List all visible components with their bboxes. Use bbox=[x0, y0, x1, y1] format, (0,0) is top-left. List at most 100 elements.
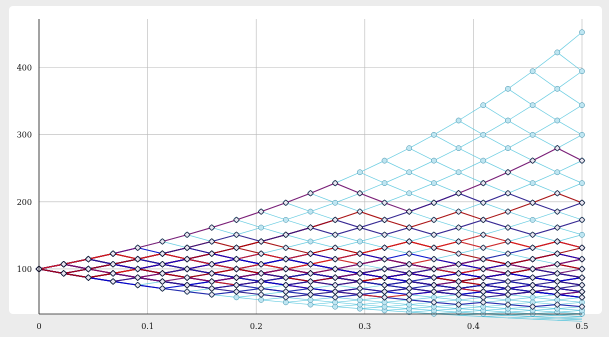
path-node bbox=[529, 231, 536, 239]
path-node bbox=[183, 244, 191, 252]
path-node bbox=[257, 270, 265, 277]
lattice-edge bbox=[335, 299, 360, 303]
lattice-edge bbox=[433, 134, 459, 149]
path-node bbox=[578, 274, 586, 281]
path-node bbox=[307, 285, 314, 292]
path-node bbox=[257, 278, 265, 285]
lattice-edge bbox=[532, 311, 558, 315]
path-node bbox=[578, 294, 586, 301]
path-node bbox=[504, 224, 512, 231]
lattice-edge bbox=[458, 120, 484, 136]
path-node bbox=[405, 278, 413, 285]
path-node bbox=[554, 301, 561, 308]
lattice-node bbox=[529, 102, 536, 109]
lattice-edge bbox=[285, 297, 311, 301]
lattice-edge bbox=[409, 301, 434, 305]
lattice-edge bbox=[458, 160, 484, 173]
axis-layer bbox=[38, 19, 582, 315]
lattice-edge bbox=[557, 171, 583, 184]
lattice-edge bbox=[335, 284, 360, 289]
lattice-node bbox=[579, 102, 585, 109]
path-node bbox=[480, 244, 487, 252]
lattice-node bbox=[505, 145, 511, 152]
lattice-edge bbox=[433, 299, 459, 303]
path-node bbox=[381, 199, 388, 207]
path-node bbox=[504, 250, 512, 257]
path-node bbox=[233, 288, 240, 295]
lattice-edge bbox=[458, 311, 484, 315]
path-node bbox=[578, 265, 586, 273]
path-node bbox=[356, 250, 364, 257]
lattice-edge bbox=[557, 70, 583, 90]
lattice-edge bbox=[557, 314, 583, 317]
lattice-edge bbox=[384, 308, 410, 311]
lattice-edge bbox=[285, 241, 311, 249]
x-tick-label: 0.2 bbox=[250, 322, 263, 331]
lattice-node bbox=[233, 294, 240, 301]
lattice-edge bbox=[458, 308, 484, 311]
path-node bbox=[430, 288, 438, 295]
lattice-edge bbox=[458, 306, 484, 309]
path-node bbox=[159, 238, 166, 245]
x-tick-labels: 0 0.1 0.2 0.3 0.4 0.5 bbox=[36, 322, 588, 331]
lattice-node bbox=[307, 208, 314, 215]
lattice-edge bbox=[483, 160, 509, 173]
lattice-edge bbox=[335, 301, 360, 305]
lattice-edge bbox=[532, 70, 558, 90]
lattice-edge bbox=[359, 297, 385, 301]
path-node bbox=[183, 288, 191, 295]
lattice-node bbox=[480, 131, 487, 138]
lattice-edge bbox=[409, 182, 435, 194]
path-node bbox=[480, 231, 487, 239]
path-node bbox=[208, 278, 216, 285]
path-node bbox=[381, 274, 388, 281]
lattice-edge bbox=[507, 294, 533, 298]
lattice-edge bbox=[557, 120, 583, 136]
lattice-node bbox=[529, 68, 536, 75]
path-node bbox=[134, 265, 141, 273]
lattice-edge bbox=[483, 311, 508, 315]
path-node bbox=[208, 238, 216, 245]
lattice-edge bbox=[532, 104, 558, 121]
lattice-edge bbox=[557, 104, 583, 121]
path-node bbox=[480, 255, 487, 263]
lattice-edge bbox=[433, 310, 459, 313]
path-node bbox=[307, 250, 314, 257]
x-tick-label: 0 bbox=[36, 322, 41, 331]
lattice-edge bbox=[458, 171, 484, 184]
path-node bbox=[480, 274, 487, 281]
lattice-edge bbox=[335, 241, 360, 249]
lattice-edge bbox=[384, 147, 410, 161]
lattice-edge bbox=[532, 301, 558, 305]
lattice-node bbox=[579, 180, 585, 186]
path-node bbox=[430, 244, 438, 252]
lattice-edge bbox=[359, 202, 385, 212]
y-tick-label: 400 bbox=[17, 63, 32, 72]
path-node bbox=[233, 216, 240, 224]
path-node bbox=[554, 144, 561, 152]
lattice-edge bbox=[409, 308, 434, 311]
path-node bbox=[430, 199, 438, 207]
path-node bbox=[109, 270, 117, 277]
lattice-edge bbox=[483, 310, 508, 313]
lattice-edge bbox=[507, 182, 533, 194]
lattice-edge bbox=[507, 234, 533, 242]
lattice-node bbox=[455, 117, 462, 124]
lattice-edge bbox=[507, 314, 533, 317]
path-node bbox=[257, 250, 265, 257]
lattice-edge bbox=[433, 202, 459, 212]
path-node bbox=[356, 208, 364, 215]
path-node bbox=[307, 278, 314, 285]
lattice-edge bbox=[359, 304, 385, 308]
lattice-edge bbox=[409, 160, 435, 173]
lattice-edge bbox=[384, 299, 410, 303]
path-node bbox=[381, 255, 388, 263]
path-node bbox=[504, 285, 512, 292]
lattice-edge bbox=[409, 306, 434, 309]
lattice-edge bbox=[310, 301, 336, 305]
path-node bbox=[504, 270, 512, 277]
path-node bbox=[356, 270, 364, 277]
lattice-edge bbox=[483, 182, 509, 194]
